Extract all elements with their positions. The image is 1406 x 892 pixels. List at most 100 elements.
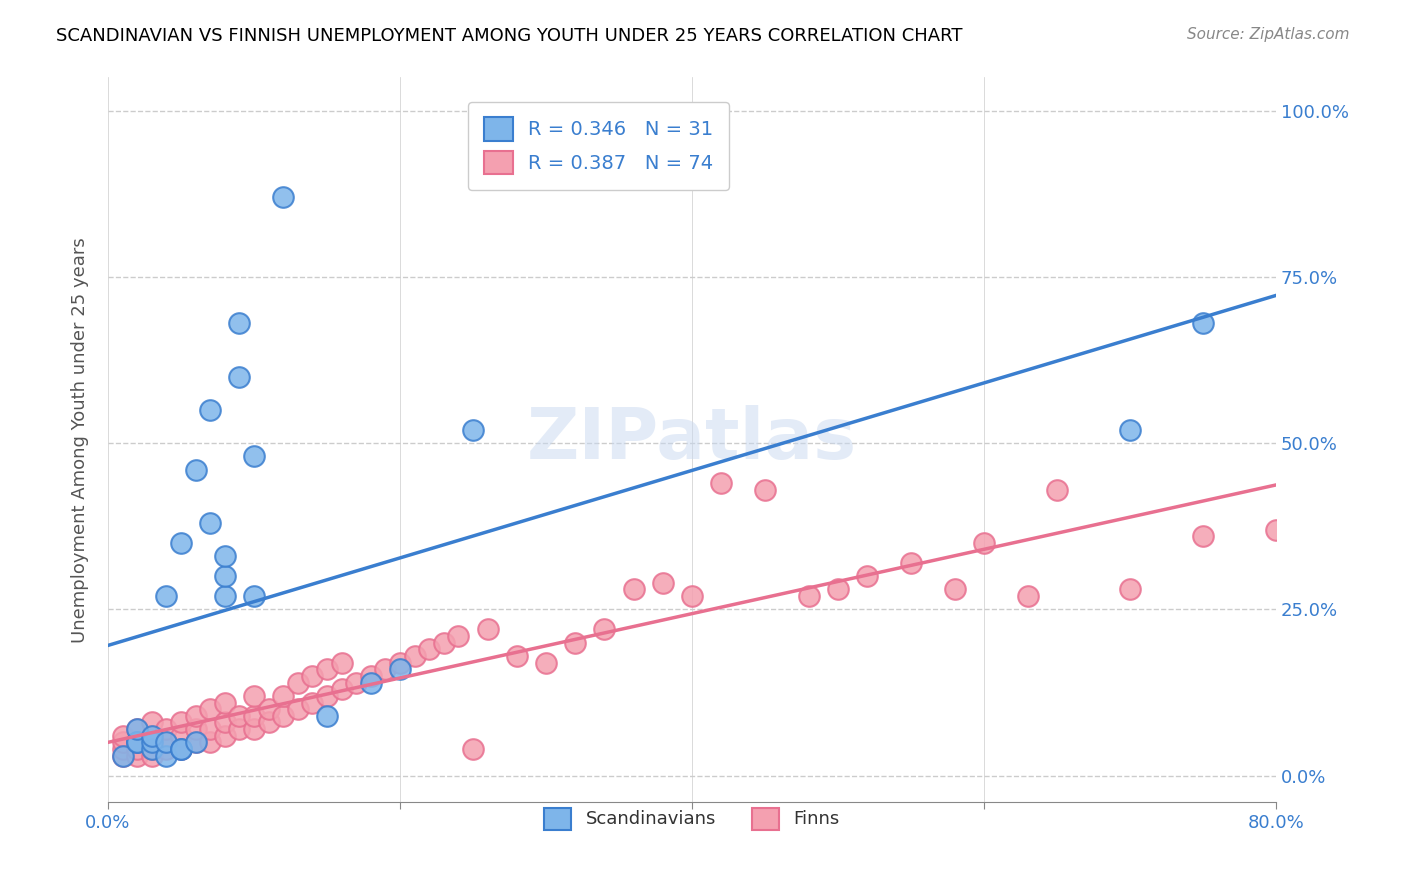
- Point: [228, 369, 250, 384]
- Point: [184, 463, 207, 477]
- Point: [111, 748, 134, 763]
- Point: [170, 715, 193, 730]
- Point: [404, 648, 426, 663]
- Point: [184, 722, 207, 736]
- Point: [127, 722, 149, 736]
- Point: [418, 642, 440, 657]
- Point: [155, 589, 177, 603]
- Point: [243, 722, 266, 736]
- Point: [360, 675, 382, 690]
- Point: [287, 675, 309, 690]
- Point: [564, 635, 586, 649]
- Point: [198, 702, 221, 716]
- Point: [228, 722, 250, 736]
- Point: [198, 722, 221, 736]
- Point: [155, 742, 177, 756]
- Point: [170, 742, 193, 756]
- Point: [754, 483, 776, 497]
- Point: [681, 589, 703, 603]
- Point: [127, 735, 149, 749]
- Text: SCANDINAVIAN VS FINNISH UNEMPLOYMENT AMONG YOUTH UNDER 25 YEARS CORRELATION CHAR: SCANDINAVIAN VS FINNISH UNEMPLOYMENT AMO…: [56, 27, 963, 45]
- Point: [228, 317, 250, 331]
- Point: [141, 735, 163, 749]
- Point: [330, 682, 353, 697]
- Point: [1265, 523, 1288, 537]
- Point: [827, 582, 849, 597]
- Point: [111, 735, 134, 749]
- Point: [534, 656, 557, 670]
- Point: [214, 569, 236, 583]
- Point: [141, 715, 163, 730]
- Point: [155, 748, 177, 763]
- Point: [316, 662, 339, 676]
- Point: [214, 715, 236, 730]
- Point: [228, 708, 250, 723]
- Point: [198, 516, 221, 530]
- Point: [127, 735, 149, 749]
- Point: [170, 742, 193, 756]
- Point: [900, 556, 922, 570]
- Point: [374, 662, 396, 676]
- Point: [127, 742, 149, 756]
- Point: [155, 722, 177, 736]
- Point: [360, 669, 382, 683]
- Point: [111, 742, 134, 756]
- Point: [257, 702, 280, 716]
- Point: [1046, 483, 1069, 497]
- Point: [388, 656, 411, 670]
- Point: [170, 729, 193, 743]
- Text: Source: ZipAtlas.com: Source: ZipAtlas.com: [1187, 27, 1350, 42]
- Point: [477, 623, 499, 637]
- Text: ZIPatlas: ZIPatlas: [527, 405, 858, 475]
- Point: [198, 403, 221, 417]
- Point: [184, 735, 207, 749]
- Point: [214, 589, 236, 603]
- Point: [447, 629, 470, 643]
- Point: [214, 549, 236, 564]
- Point: [433, 635, 456, 649]
- Point: [141, 742, 163, 756]
- Point: [243, 589, 266, 603]
- Point: [710, 476, 733, 491]
- Point: [461, 423, 484, 437]
- Point: [141, 729, 163, 743]
- Point: [797, 589, 820, 603]
- Legend: Scandinavians, Finns: Scandinavians, Finns: [530, 793, 855, 844]
- Point: [111, 748, 134, 763]
- Point: [214, 729, 236, 743]
- Point: [344, 675, 367, 690]
- Point: [316, 689, 339, 703]
- Point: [155, 735, 177, 749]
- Point: [623, 582, 645, 597]
- Point: [271, 708, 294, 723]
- Point: [243, 450, 266, 464]
- Point: [127, 748, 149, 763]
- Point: [214, 696, 236, 710]
- Point: [271, 689, 294, 703]
- Point: [184, 708, 207, 723]
- Point: [1192, 529, 1215, 543]
- Point: [287, 702, 309, 716]
- Point: [170, 742, 193, 756]
- Point: [170, 536, 193, 550]
- Point: [301, 669, 323, 683]
- Point: [155, 735, 177, 749]
- Y-axis label: Unemployment Among Youth under 25 years: Unemployment Among Youth under 25 years: [72, 237, 89, 643]
- Point: [243, 689, 266, 703]
- Point: [856, 569, 879, 583]
- Point: [141, 748, 163, 763]
- Point: [316, 708, 339, 723]
- Point: [301, 696, 323, 710]
- Point: [388, 662, 411, 676]
- Point: [330, 656, 353, 670]
- Point: [271, 190, 294, 204]
- Point: [506, 648, 529, 663]
- Point: [257, 715, 280, 730]
- Point: [141, 729, 163, 743]
- Point: [184, 735, 207, 749]
- Point: [1119, 582, 1142, 597]
- Point: [461, 742, 484, 756]
- Point: [593, 623, 616, 637]
- Point: [1192, 317, 1215, 331]
- Point: [198, 735, 221, 749]
